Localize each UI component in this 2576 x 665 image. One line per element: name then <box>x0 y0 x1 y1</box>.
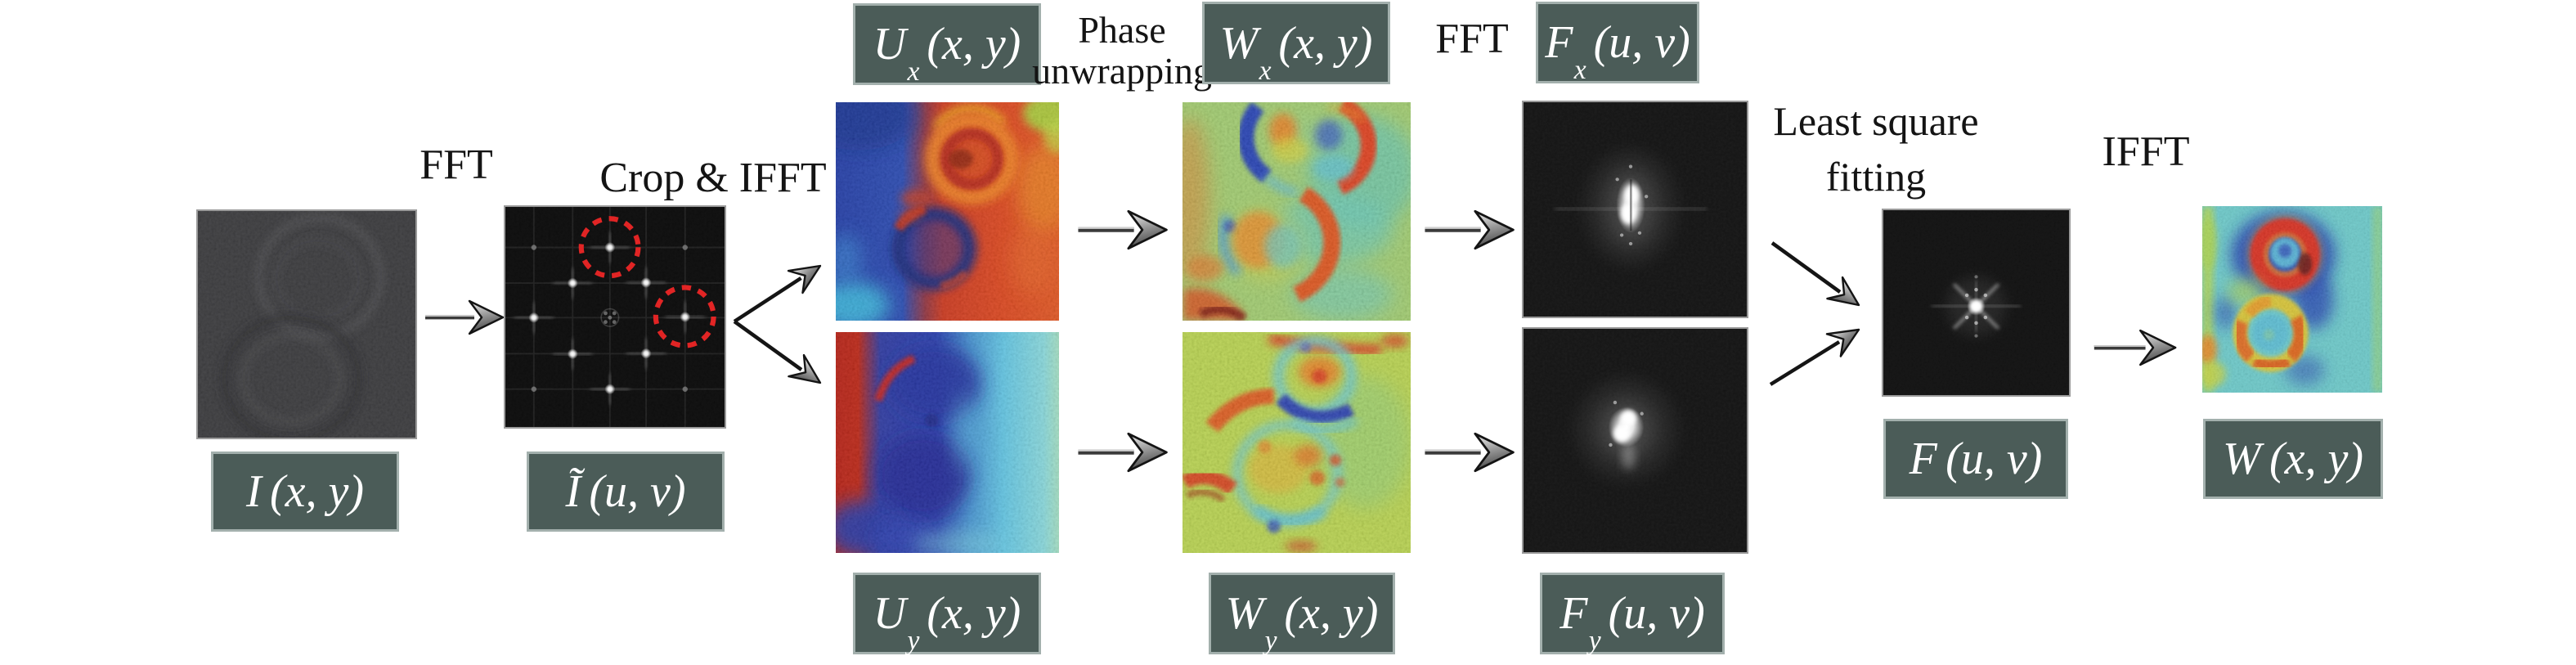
image-fft-slope-x <box>1522 101 1748 318</box>
label-w-xy: W (x, y) <box>2203 419 2383 499</box>
image-unwrapped-phase-y <box>1183 332 1411 553</box>
flow-arrow-wx-to-fx <box>1424 209 1515 250</box>
label-itilde-uv: Ĩ (u, v) <box>527 452 725 532</box>
label-ux-args: (x, y) <box>927 19 1021 70</box>
label-fx-symbol: F <box>1545 17 1573 68</box>
label-wx-subscript: x <box>1259 56 1272 87</box>
label-wx-args: (x, y) <box>1278 17 1373 69</box>
flow-arrow-ux-to-wx <box>1077 209 1168 250</box>
image-hologram-intensity <box>196 209 417 439</box>
image-wrapped-phase-x <box>836 102 1059 321</box>
flow-arrow-f-to-w <box>2093 329 2177 366</box>
step-crop-ifft: Crop & IFFT <box>599 155 827 201</box>
label-ux-symbol: U <box>873 19 907 70</box>
label-i-args: (x, y) <box>269 466 364 517</box>
label-f-args: (u, v) <box>1945 434 2043 484</box>
flow-arrow-wy-to-fy <box>1424 432 1515 473</box>
image-fitted-spectrum <box>1882 209 2071 397</box>
step-fft-2: FFT <box>1435 16 1509 62</box>
label-fy-symbol: F <box>1560 588 1588 639</box>
label-wy-args: (x, y) <box>1284 588 1379 639</box>
image-fft-slope-y <box>1522 327 1748 554</box>
merge-arrows-icon <box>1769 241 1868 386</box>
step-ifft: IFFT <box>2102 128 2190 175</box>
step-fft-1: FFT <box>420 142 493 188</box>
label-i-symbol: I <box>246 466 262 517</box>
image-unwrapped-phase-x <box>1183 102 1411 321</box>
label-itilde-args: (u, v) <box>589 466 686 517</box>
step-phase-line1: Phase <box>1078 9 1166 51</box>
label-wy-symbol: W <box>1225 588 1264 639</box>
label-uy-symbol: U <box>873 588 907 639</box>
label-fx-subscript: x <box>1573 55 1586 86</box>
label-fy-subscript: y <box>1588 626 1601 657</box>
step-phase-unwrapping: Phase unwrapping <box>1016 10 1228 92</box>
label-wy-subscript: y <box>1264 626 1277 657</box>
step-phase-line2: unwrapping <box>1032 50 1212 92</box>
flow-arrow-i-to-itilde <box>424 299 505 335</box>
label-f-symbol: F <box>1909 434 1937 484</box>
label-uy-args: (x, y) <box>927 588 1021 639</box>
step-lsf-line2: fitting <box>1825 154 1927 200</box>
label-w-args: (x, y) <box>2269 434 2363 484</box>
image-fourier-spectrum <box>504 205 726 429</box>
label-f-uv: F (u, v) <box>1883 419 2068 499</box>
image-reconstructed-wavefront <box>2202 206 2382 393</box>
label-uy-subscript: y <box>907 626 920 657</box>
step-least-square-fitting: Least square fitting <box>1745 93 2007 204</box>
label-wx-symbol: W <box>1219 17 1259 69</box>
branch-arrows-icon <box>733 254 829 395</box>
image-wrapped-phase-y <box>836 332 1059 553</box>
label-i-xy: I (x, y) <box>211 452 399 532</box>
label-itilde-symbol: Ĩ <box>565 466 581 517</box>
step-lsf-line1: Least square <box>1773 98 1979 144</box>
label-ux-subscript: x <box>907 56 920 88</box>
label-fy-args: (u, v) <box>1608 588 1705 639</box>
flow-arrow-uy-to-wy <box>1077 432 1168 473</box>
label-fx-args: (u, v) <box>1593 17 1690 68</box>
label-w-symbol: W <box>2223 434 2261 484</box>
